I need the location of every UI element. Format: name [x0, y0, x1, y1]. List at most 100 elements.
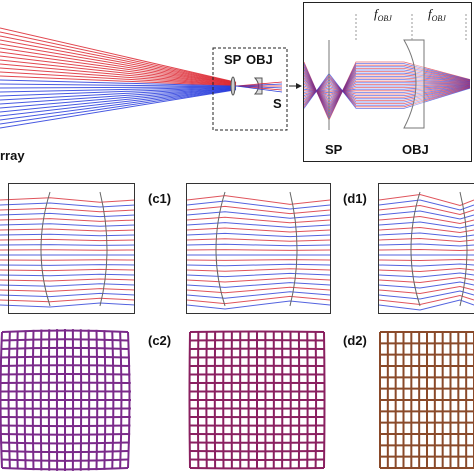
zoom-rays — [304, 61, 471, 121]
lens — [40, 191, 108, 307]
ray — [304, 82, 471, 100]
ray — [0, 86, 237, 97]
ray — [379, 285, 474, 295]
subscript: OBJ — [378, 14, 393, 23]
grid-line — [1, 458, 129, 462]
ray — [187, 200, 330, 210]
ray — [0, 212, 135, 218]
ray — [0, 88, 237, 113]
ray — [0, 87, 237, 101]
ray — [187, 232, 330, 238]
ray — [0, 63, 237, 86]
grid-line — [127, 331, 131, 469]
ray — [187, 277, 330, 283]
ray — [187, 249, 330, 251]
ray — [0, 75, 237, 87]
ray — [0, 244, 135, 246]
grids — [0, 329, 474, 471]
ray — [235, 85, 283, 93]
ray — [379, 237, 474, 243]
label: SP — [224, 52, 242, 67]
ray — [0, 55, 237, 85]
ray — [0, 88, 237, 125]
ray — [0, 223, 135, 227]
ray — [0, 59, 237, 86]
ray — [0, 264, 135, 266]
grid-line — [189, 467, 325, 470]
ray — [379, 272, 474, 278]
ray — [187, 300, 330, 310]
panel-box — [8, 183, 135, 314]
ray — [187, 263, 330, 267]
symbol: f — [374, 6, 380, 21]
panel-label: (d1) — [343, 191, 367, 206]
ray — [0, 278, 135, 282]
grid-line — [87, 329, 91, 471]
lens — [230, 76, 236, 96]
ray — [0, 207, 135, 213]
ray — [0, 89, 237, 129]
label: S — [273, 96, 282, 111]
ray — [304, 81, 471, 101]
ray — [304, 84, 471, 93]
ray — [187, 291, 330, 299]
ray — [379, 258, 474, 262]
ray — [379, 299, 474, 311]
ray — [304, 80, 471, 102]
label: OBJ — [402, 142, 429, 157]
ray — [379, 276, 474, 284]
ray-panel — [0, 191, 135, 308]
panel-label: (c1) — [148, 191, 171, 206]
ray — [304, 83, 471, 97]
ray — [379, 290, 474, 300]
subscript: OBJ — [432, 14, 447, 23]
focal-label: fOBJ — [428, 6, 446, 23]
ray — [379, 226, 474, 234]
ray — [0, 83, 237, 87]
ray — [0, 39, 237, 84]
ray-panel — [187, 191, 330, 310]
panel-label: (c2) — [148, 333, 171, 348]
panel-box — [186, 183, 331, 314]
ray — [0, 88, 237, 117]
ray — [0, 268, 135, 272]
grid-line — [119, 331, 123, 469]
ray — [0, 31, 237, 84]
ray — [0, 197, 135, 203]
ray — [187, 295, 330, 305]
ray — [379, 204, 474, 216]
ray — [0, 88, 237, 121]
ray-panel — [379, 191, 474, 311]
ray — [304, 83, 471, 99]
ray — [0, 288, 135, 292]
grid-line — [95, 329, 99, 471]
ray — [0, 202, 135, 208]
ray — [0, 86, 237, 93]
ray — [0, 297, 135, 303]
ray — [0, 233, 135, 237]
ray — [379, 193, 474, 207]
ray — [0, 302, 135, 308]
ray — [0, 51, 237, 85]
ray — [379, 243, 474, 247]
ray — [187, 195, 330, 205]
ray — [187, 205, 330, 215]
ray — [0, 35, 237, 84]
ray — [0, 292, 135, 298]
ray — [0, 27, 237, 83]
grid-line — [323, 331, 326, 469]
ray — [379, 294, 474, 306]
ray — [0, 283, 135, 287]
grid-line — [0, 450, 130, 454]
ray — [379, 215, 474, 225]
ray — [0, 47, 237, 85]
ray — [304, 84, 471, 98]
ray — [304, 85, 471, 95]
ray — [0, 71, 237, 87]
ray — [379, 221, 474, 229]
ray — [187, 211, 330, 219]
label: SP — [325, 142, 343, 157]
lens — [410, 191, 468, 307]
ray — [304, 84, 471, 94]
